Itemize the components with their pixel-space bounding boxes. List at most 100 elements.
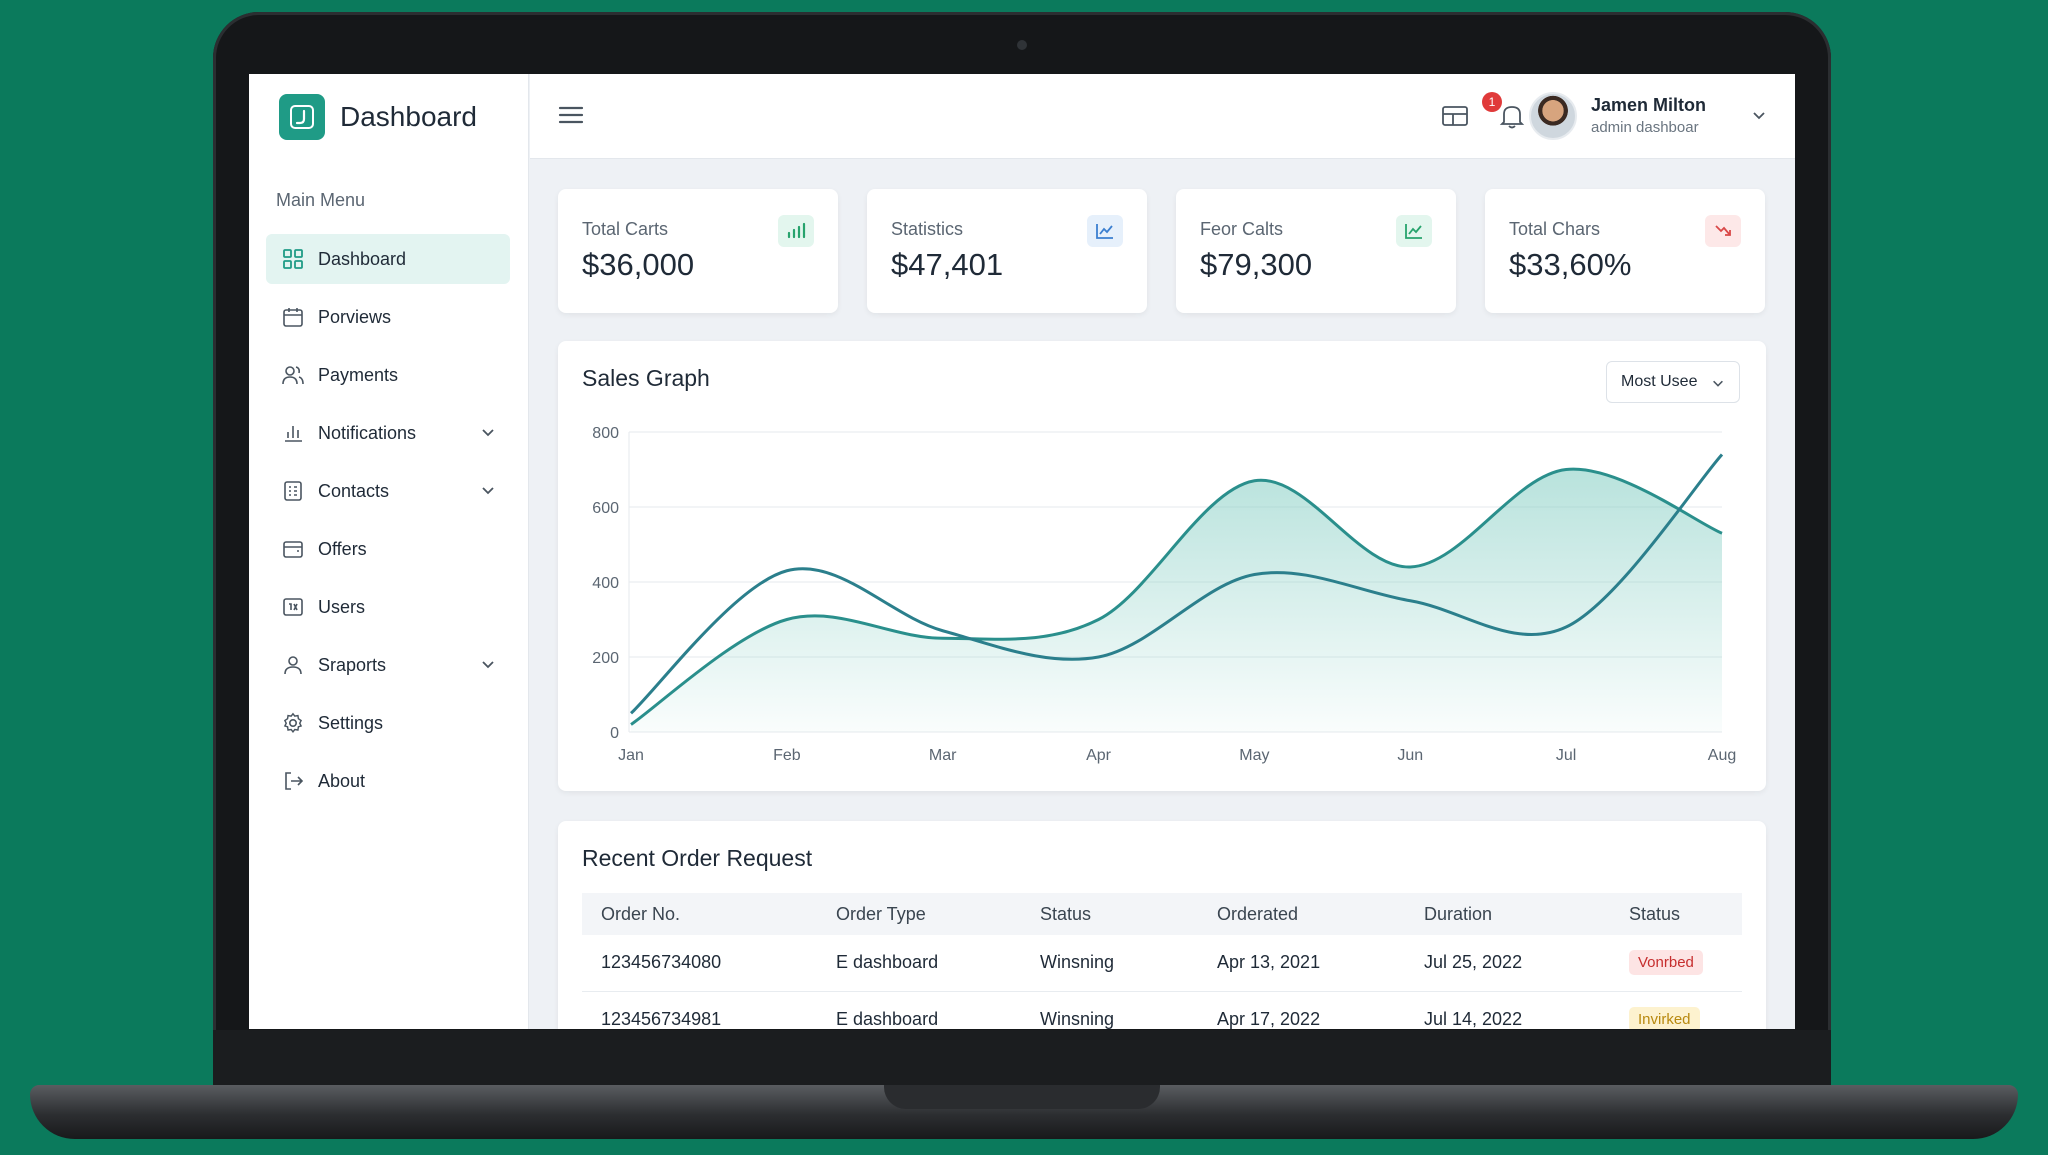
stat-value: $36,000: [582, 247, 695, 282]
calendar-icon: [280, 304, 306, 330]
order-date: Apr 17, 2022: [1198, 991, 1405, 1029]
main-menu: Dashboard Porviews Payments Notification…: [266, 234, 510, 814]
order-type: E dashboard: [817, 991, 1021, 1029]
menu-toggle-icon[interactable]: [558, 104, 584, 131]
y-tick-label: 200: [592, 650, 619, 667]
y-tick-label: 0: [610, 725, 619, 742]
x-tick-label: Aug: [1708, 747, 1736, 764]
user-card-icon: [280, 594, 306, 620]
chevron-down-icon: [480, 656, 496, 677]
notification-badge: 1: [1482, 92, 1502, 112]
orders-card: Recent Order Request Order No. Order Typ…: [558, 821, 1766, 1029]
sidebar-item-label: Sraports: [318, 654, 387, 675]
trend-up-icon: [1087, 215, 1123, 247]
series-area: [631, 469, 1722, 732]
orders-table: Order No. Order Type Status Orderated Du…: [582, 893, 1742, 1029]
sidebar-item-label: Offers: [318, 538, 367, 559]
trend-up-icon: [1396, 215, 1432, 247]
user-name: Jamen Milton: [1591, 95, 1707, 115]
sidebar-item-label: Users: [318, 596, 366, 617]
stat-card-statistics[interactable]: Statistics $47,401: [867, 189, 1147, 313]
brand[interactable]: Dashboard: [279, 94, 477, 140]
graph-filter-label: Most Usee: [1621, 373, 1698, 390]
x-tick-label: Jan: [618, 747, 644, 764]
chevron-down-icon: [480, 482, 496, 503]
sidebar-item-payments[interactable]: Payments: [266, 350, 510, 400]
logout-icon: [280, 768, 306, 794]
order-duration: Jul 14, 2022: [1405, 991, 1610, 1029]
order-duration: Jul 25, 2022: [1405, 935, 1610, 992]
laptop-bezel: [213, 1030, 1831, 1090]
sidebar-item-sraports[interactable]: Sraports: [266, 640, 510, 690]
graph-title: Sales Graph: [582, 365, 710, 391]
y-tick-label: 400: [592, 575, 619, 592]
stat-label: Feor Calts: [1200, 219, 1284, 239]
status-cell: Vonrbed: [1610, 935, 1742, 992]
sidebar-item-label: Payments: [318, 364, 399, 385]
logo-icon: [279, 94, 325, 140]
sidebar-item-offers[interactable]: Offers: [266, 524, 510, 574]
chevron-down-icon: [1711, 376, 1725, 395]
contacts-icon: [280, 478, 306, 504]
stat-label: Total Carts: [582, 219, 669, 239]
column-header[interactable]: Order No.: [582, 893, 817, 935]
status-badge: Vonrbed: [1629, 950, 1703, 976]
x-tick-label: Jun: [1397, 747, 1423, 764]
sidebar-item-settings[interactable]: Settings: [266, 698, 510, 748]
order-number: 123456734981: [582, 991, 817, 1029]
order-date: Apr 13, 2021: [1198, 935, 1405, 992]
sales-chart: 0 200 400 600 800 Jan Feb Mar Apr May Jun Jul Aug: [592, 425, 1736, 764]
order-status: Winsning: [1021, 991, 1198, 1029]
sidebar-item-porviews[interactable]: Porviews: [266, 292, 510, 342]
table-header-row: Order No. Order Type Status Orderated Du…: [582, 893, 1742, 935]
app-title: Dashboard: [340, 101, 477, 132]
status-cell: Invirked: [1610, 991, 1742, 1029]
gear-icon: [280, 710, 306, 736]
sidebar-item-label: Settings: [318, 712, 384, 733]
column-header[interactable]: Orderated: [1198, 893, 1405, 935]
stat-card-feor-calts[interactable]: Feor Calts $79,300: [1176, 189, 1456, 313]
y-tick-label: 600: [592, 500, 619, 517]
column-header[interactable]: Status: [1610, 893, 1742, 935]
camera: [1017, 40, 1027, 50]
sales-graph-card: Sales Graph Most Usee 0 200 400 600 800 Jan F…: [558, 341, 1766, 791]
x-tick-label: Apr: [1086, 747, 1112, 764]
sidebar-item-label: Contacts: [318, 480, 390, 501]
y-tick-label: 800: [592, 425, 619, 442]
wallet-icon: [280, 536, 306, 562]
sidebar-item-contacts[interactable]: Contacts: [266, 466, 510, 516]
users-icon: [280, 362, 306, 388]
avatar[interactable]: [1529, 92, 1577, 140]
table-row[interactable]: 123456734981 E dashboard Winsning Apr 17…: [582, 991, 1742, 1029]
column-header[interactable]: Duration: [1405, 893, 1610, 935]
chevron-down-icon[interactable]: [1751, 107, 1767, 128]
x-tick-label: Feb: [773, 747, 801, 764]
stat-card-total-carts[interactable]: Total Carts $36,000: [558, 189, 838, 313]
layout-icon[interactable]: [1441, 102, 1469, 135]
table-row[interactable]: 123456734080 E dashboard Winsning Apr 13…: [582, 935, 1742, 992]
orders-title: Recent Order Request: [582, 845, 813, 871]
sidebar-item-about[interactable]: About: [266, 756, 510, 806]
stat-card-total-chars[interactable]: Total Chars $33,60%: [1485, 189, 1765, 313]
person-icon: [280, 652, 306, 678]
stat-value: $47,401: [891, 247, 1004, 282]
sidebar-item-notifications[interactable]: Notifications: [266, 408, 510, 458]
sidebar-item-dashboard[interactable]: Dashboard: [266, 234, 510, 284]
topbar: [530, 74, 1795, 159]
column-header[interactable]: Order Type: [817, 893, 1021, 935]
bar-chart-icon: [280, 420, 306, 446]
series-line: [629, 453, 1724, 715]
screen: Dashboard Main Menu Dashboard Porviews: [249, 74, 1795, 1029]
bell-icon[interactable]: [1499, 102, 1525, 135]
chevron-down-icon: [480, 424, 496, 445]
bar-chart-icon: [778, 215, 814, 247]
order-status: Winsning: [1021, 935, 1198, 992]
status-badge: Invirked: [1629, 1006, 1700, 1029]
stat-label: Statistics: [891, 219, 964, 239]
user-role: admin dashboar: [1591, 119, 1699, 136]
column-header[interactable]: Status: [1021, 893, 1198, 935]
sidebar: Dashboard Main Menu Dashboard Porviews: [249, 74, 529, 1029]
x-tick-label: Mar: [929, 747, 957, 764]
sidebar-item-users[interactable]: Users: [266, 582, 510, 632]
graph-filter-select[interactable]: Most Usee: [1606, 361, 1740, 403]
